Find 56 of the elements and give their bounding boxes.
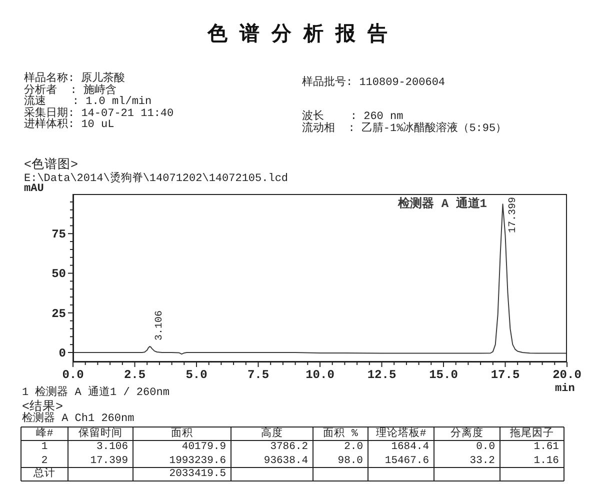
text: 1 检测器 A 通道1 / 260nm [22,387,170,400]
x-axis-title: min [555,382,575,396]
text: 3786.2 [270,441,308,454]
text: 1.61 [534,441,559,454]
x-tick-label: 12.5 [367,368,396,382]
text: 2 [41,454,48,467]
y-tick-label: 0 [58,346,66,360]
text: 93638.4 [264,454,308,467]
text: E:\Data\2014\烫狗脊\14071202\14072105.lcd [24,172,288,184]
text: 样品名称: 原儿茶酸 [24,72,126,84]
x-tick-label: 17.5 [490,368,520,382]
text: 1.16 [534,454,559,467]
text: 理论塔板# [376,428,426,440]
x-tick-label: 5.0 [186,368,208,382]
y-tick-label: 50 [52,267,66,282]
text: 分离度 [450,428,484,440]
text: 总计 [34,468,56,480]
x-tick-label: 20.0 [552,368,582,382]
text: 17.399 [90,454,128,467]
text: 面积 [171,428,193,440]
text: 保留时间 [78,428,122,440]
text: 峰# [36,428,54,440]
text: 33.2 [470,454,495,467]
y-tick-label: 75 [52,228,66,242]
text: 1684.4 [391,441,429,454]
text: 0.0 [476,441,495,454]
text: 流速 : 1.0 ml/min [24,96,152,108]
x-tick-label: 7.5 [247,368,270,382]
chart-title: 色谱分析报告 [208,23,400,45]
text: <色谱图> [24,158,78,172]
text: 1993239.6 [169,454,226,467]
x-tick-label: 15.0 [429,368,458,382]
text: 样品批号: 110809-200604 [302,77,446,90]
text: 98.0 [338,454,363,467]
text: 40179.9 [182,441,226,454]
text: 进样体积: 10 uL [24,119,114,132]
text: 采集日期: 14-07-21 11:40 [24,108,174,120]
text: 3.106 [96,441,128,454]
annotation: 3.106 [154,310,166,340]
x-tick-label: 2.5 [124,368,146,382]
text: 2.0 [344,441,363,454]
text: 波长 : 260 nm [302,111,404,123]
annotation: 17.399 [508,196,519,233]
text: 1 [41,441,48,454]
series-label: 检测器 A 通道1 [398,197,487,211]
x-tick-label: 0.0 [62,368,84,382]
y-tick-label: 25 [52,306,66,321]
text: 2033419.5 [169,468,226,480]
text: 拖尾因子 [510,428,554,440]
text: 面积 % [323,428,358,440]
text: 检测器 A Ch1 260nm [22,412,134,426]
text: 高度 [261,428,283,440]
y-axis-title: mAU [24,183,44,196]
text: 流动相 : 乙腈-1%冰醋酸溶液（5:95） [302,123,507,136]
text: 15467.6 [384,454,429,467]
x-tick-label: 10.0 [306,368,334,382]
